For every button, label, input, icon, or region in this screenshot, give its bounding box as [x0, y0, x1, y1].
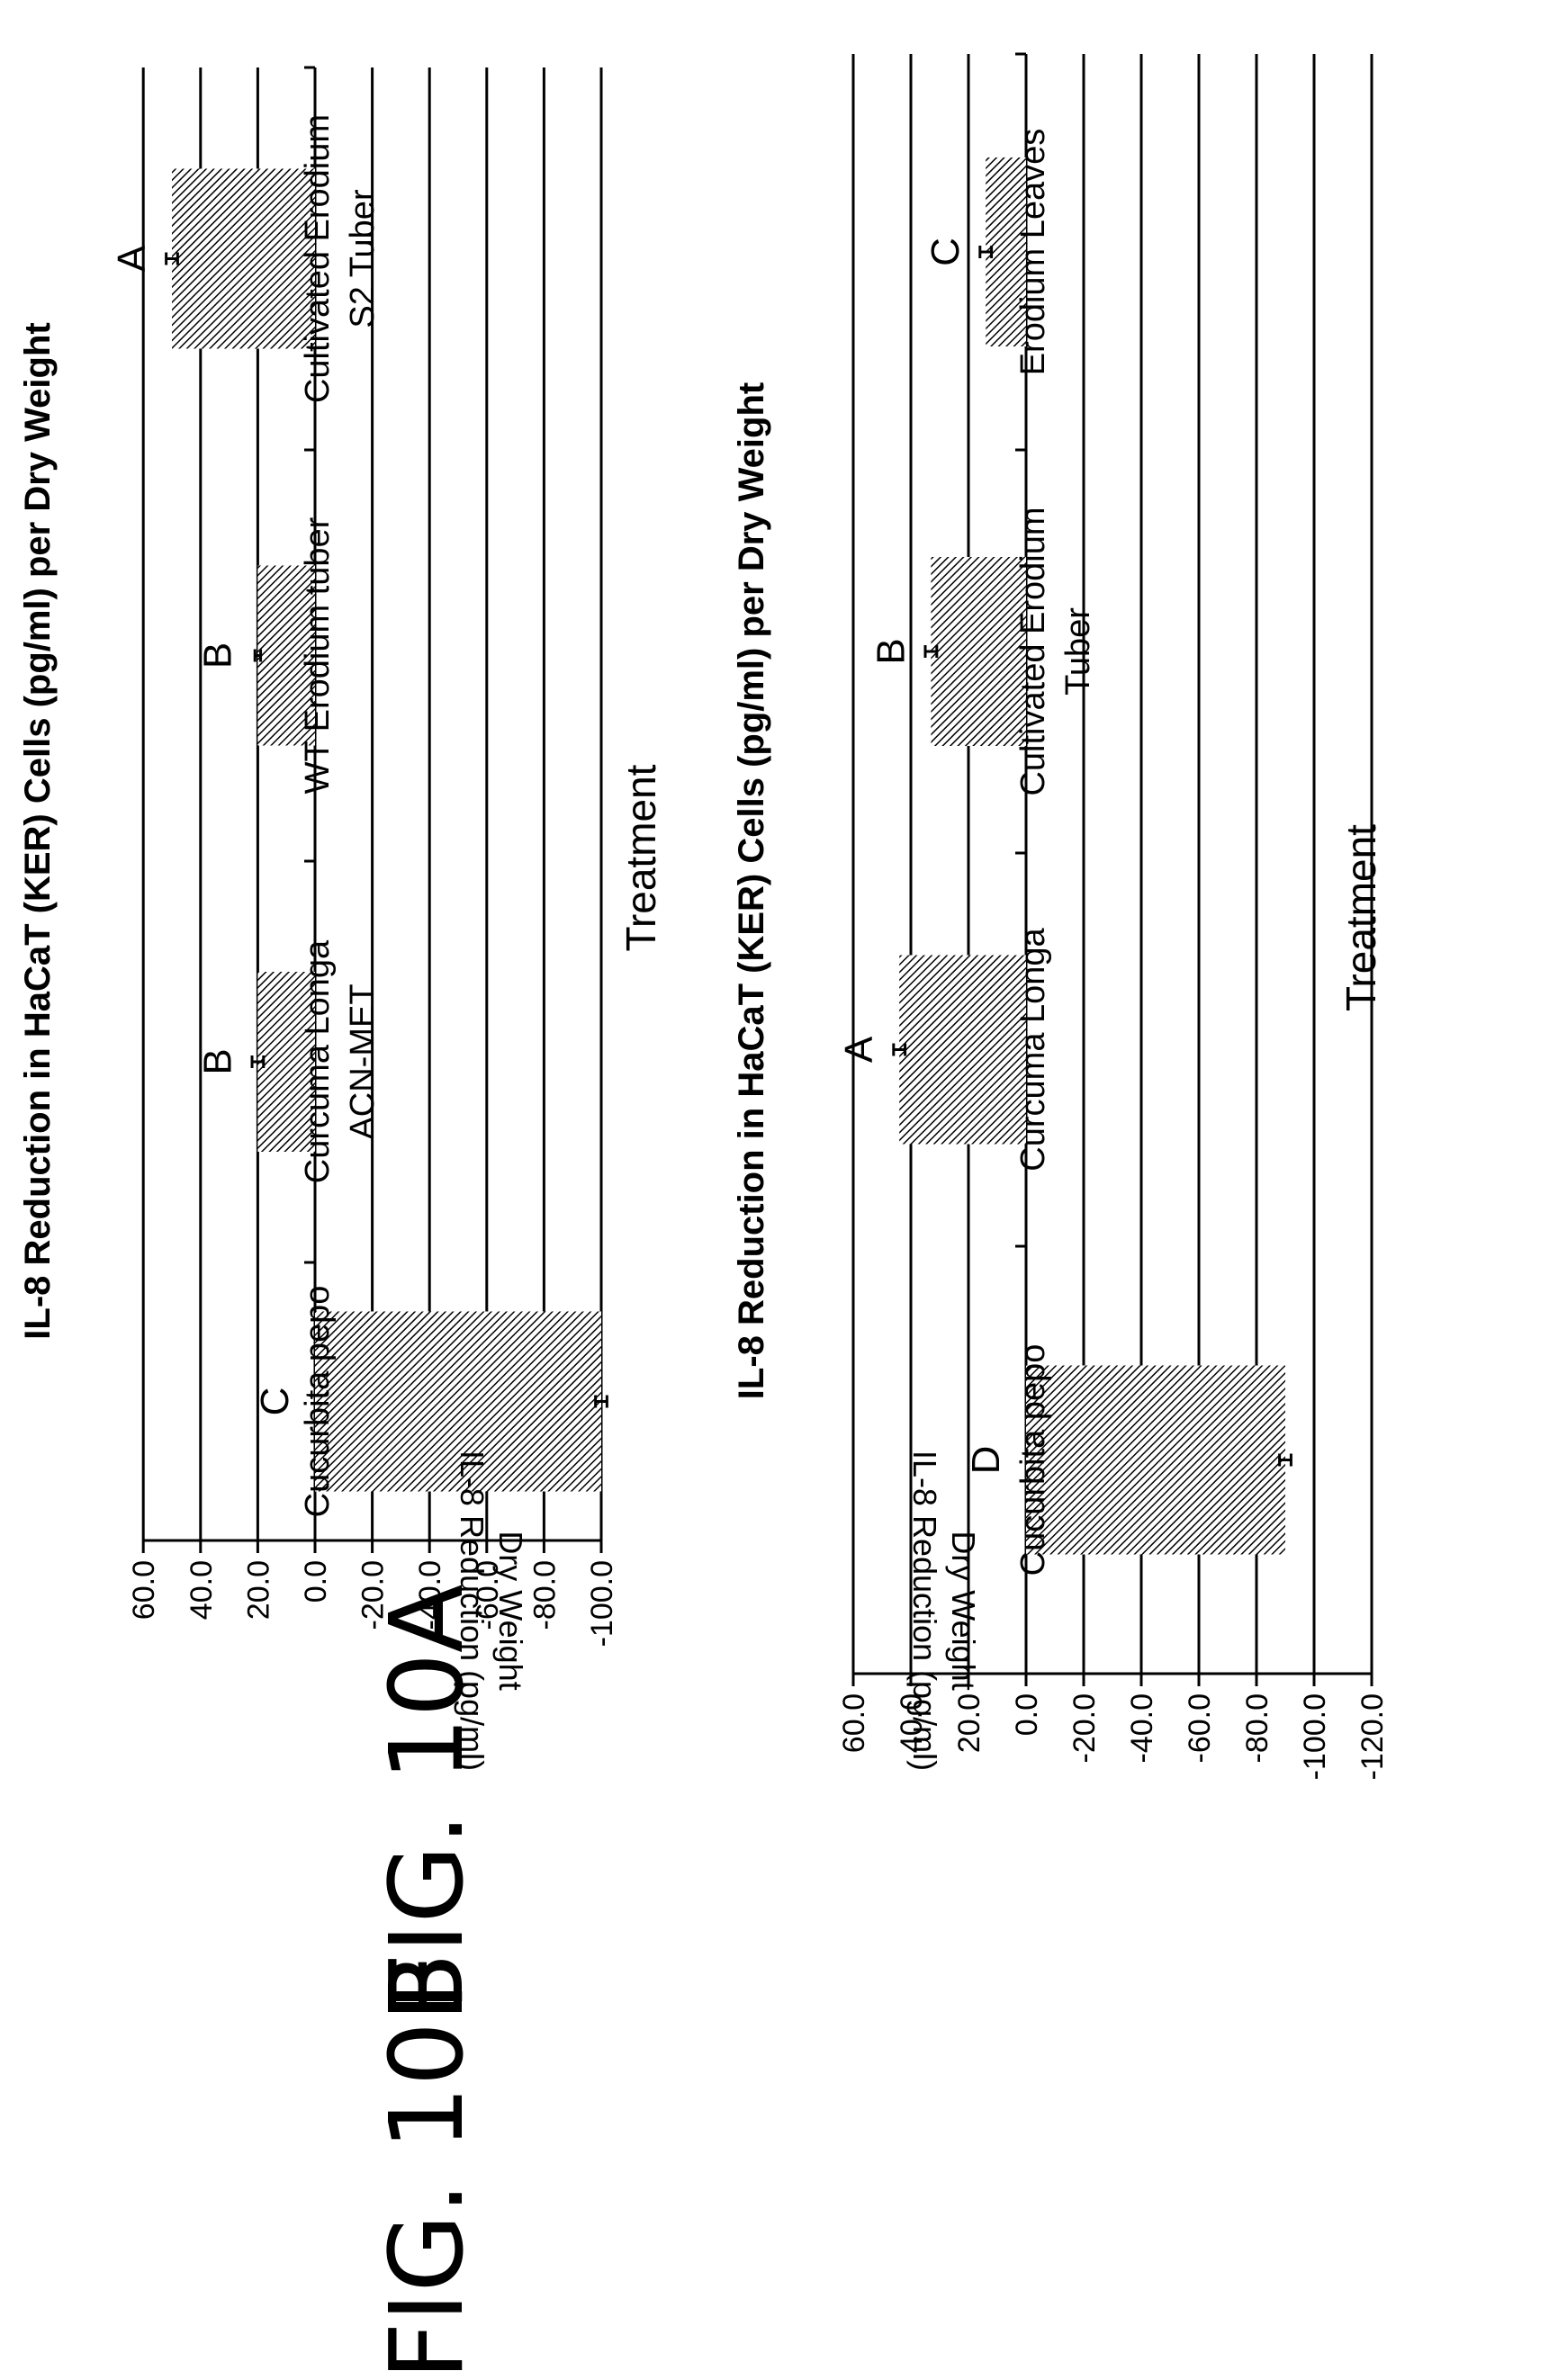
significance-letter: B	[869, 638, 913, 664]
y-axis-label: IL-8 Reduction (pg/ml)	[454, 1450, 491, 1771]
bar	[1026, 1365, 1285, 1555]
y-axis-label: Dry Weight	[492, 1531, 529, 1690]
category-label: Erodium Leaves	[1014, 129, 1052, 376]
y-tick-label: 40.0	[185, 1560, 219, 1620]
chart-fig-10a: 60.0 40.0 20.0 0.0 -20.0 -40.0 -60.0 -80.0 -100.…	[18, 66, 664, 1771]
y-tick-label: 0.0	[299, 1560, 333, 1603]
chart-title: IL-8 Reduction in HaCaT (KER) Cells (pg/…	[18, 322, 58, 1339]
category-label: Curcuma Longa	[299, 939, 337, 1183]
y-tick-label: -40.0	[413, 1560, 447, 1630]
y-tick-label: 20.0	[952, 1693, 986, 1753]
significance-letter: C	[253, 1388, 297, 1416]
category-label: Tuber	[1059, 607, 1097, 696]
figure-page: FIG. 10A FIG. 10B 60.0 40.0 20.0 0.0 -20.0 -4…	[18, 52, 1390, 2380]
y-tick-label: 0.0	[1010, 1693, 1044, 1736]
category-label: WT Erodium tuber	[299, 516, 337, 794]
bar	[257, 565, 315, 746]
category-label: Cucurbita pepo	[1014, 1344, 1052, 1576]
category-label: Cultivated Erodium	[299, 114, 337, 403]
bar	[172, 168, 315, 349]
chart-title: IL-8 Reduction in HaCaT (KER) Cells (pg/…	[732, 382, 771, 1399]
category-label: Cultivated Erodium	[1014, 507, 1052, 795]
y-tick-label: -20.0	[1067, 1693, 1102, 1764]
category-label: Cucurbita pepo	[299, 1286, 337, 1518]
significance-letter: B	[195, 642, 239, 669]
y-tick-label: 40.0	[895, 1693, 929, 1753]
category-label: Curcuma Longa	[1014, 927, 1052, 1171]
bar	[899, 955, 1026, 1145]
y-tick-label: -60.0	[1183, 1693, 1217, 1764]
y-axis-label: Dry Weight	[945, 1531, 982, 1690]
chart-fig-10b: 60.0 40.0 20.0 0.0 -20.0 -40.0 -60.0 -80.0 -100.…	[732, 52, 1390, 1780]
y-tick-label: -60.0	[471, 1560, 505, 1630]
bar	[931, 557, 1026, 746]
y-axis-label: IL-8 Reduction (pg/ml)	[906, 1450, 943, 1771]
x-axis-label: Treatment	[617, 764, 664, 951]
category-label: ACN-MET	[344, 983, 382, 1139]
y-tick-label: -40.0	[1125, 1693, 1159, 1764]
y-tick-label: -80.0	[1240, 1693, 1274, 1764]
significance-letter: C	[923, 238, 968, 266]
bar	[257, 972, 315, 1152]
significance-letter: B	[195, 1048, 239, 1074]
significance-letter: A	[837, 1036, 881, 1063]
y-tick-label: -20.0	[356, 1560, 391, 1630]
y-tick-label: -120.0	[1355, 1693, 1390, 1780]
y-tick-label: -80.0	[527, 1560, 562, 1630]
y-tick-label: 60.0	[127, 1560, 161, 1620]
significance-letter: A	[110, 245, 154, 272]
y-tick-label: 20.0	[241, 1560, 275, 1620]
significance-letter: D	[964, 1446, 1008, 1475]
bar	[315, 1311, 601, 1492]
y-tick-label: -100.0	[1298, 1693, 1332, 1780]
category-label: S2 Tuber	[344, 189, 382, 328]
y-tick-label: -100.0	[585, 1560, 619, 1647]
x-axis-label: Treatment	[1337, 824, 1384, 1011]
y-tick-label: 60.0	[837, 1693, 871, 1753]
